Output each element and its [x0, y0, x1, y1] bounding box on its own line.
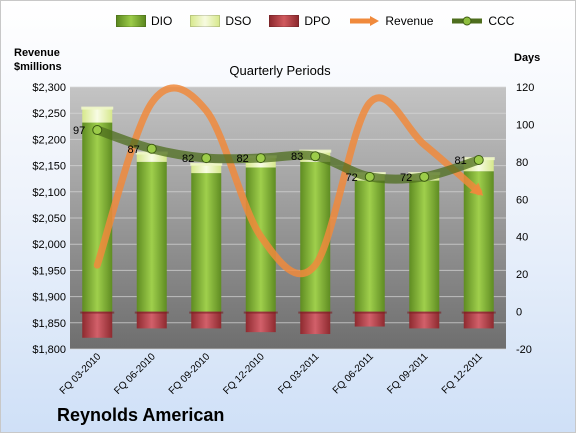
ccc-data-label: 82 [182, 153, 194, 165]
dio-bar [136, 161, 167, 312]
legend-label-revenue: Revenue [385, 14, 434, 28]
company-name: Reynolds American [57, 405, 225, 425]
right-axis-tick-label: 120 [516, 82, 534, 94]
left-axis-title: Revenue $millions [14, 47, 62, 73]
dso-bar [191, 163, 222, 174]
dso-bar-cap [299, 149, 332, 153]
dio-bar [409, 180, 440, 312]
legend-item-dio: DIO [116, 14, 172, 28]
ccc-point [419, 171, 430, 182]
dio-bar [354, 180, 385, 312]
left-axis-tick-label: $2,050 [32, 213, 66, 225]
dpo-bar [463, 311, 494, 329]
legend-swatch-dso [190, 15, 221, 27]
category-tick-label: FQ 03-2011 [276, 351, 321, 396]
ccc-data-label: 72 [400, 172, 412, 184]
ccc-point [255, 153, 266, 164]
dpo-bar-cap [80, 311, 115, 314]
ccc-data-label: 82 [237, 153, 249, 165]
right-axis-tick-label: 60 [516, 194, 528, 206]
dpo-bar [354, 311, 385, 327]
revenue-arrowhead [469, 182, 484, 196]
dpo-bar-cap [134, 311, 169, 314]
category-tick-label: FQ 03-2010 [58, 351, 104, 397]
legend-label-ccc: CCC [488, 14, 515, 28]
dpo-bar-cap [352, 311, 387, 314]
left-axis-tick-label: $1,800 [32, 344, 66, 356]
dso-bar-cap [81, 106, 114, 110]
ccc-point [146, 143, 157, 154]
chart-title: Quarterly Periods [229, 63, 331, 78]
legend-item-ccc: CCC [451, 14, 514, 28]
category-tick-label: FQ 09-2010 [167, 351, 213, 397]
dpo-bar-cap [298, 311, 333, 314]
ccc-point [310, 151, 321, 162]
left-axis-tick-label: $1,950 [32, 265, 66, 277]
legend-label-dio: DIO [151, 14, 173, 28]
legend-item-dpo: DPO [269, 14, 330, 28]
dio-bar [82, 122, 113, 312]
left-axis-tick-label: $1,850 [32, 318, 66, 330]
legend-label-dpo: DPO [304, 14, 331, 28]
right-axis-title: Days [514, 52, 541, 64]
category-tick-label: FQ 06-2011 [331, 351, 376, 396]
dso-bar [136, 152, 167, 162]
legend-swatch-revenue [350, 16, 380, 26]
category-tick-label: FQ 12-2010 [221, 351, 267, 397]
dpo-bar-cap [189, 311, 224, 314]
legend-swatch-ccc [452, 16, 483, 26]
dpo-bar [245, 311, 276, 333]
ccc-point [92, 125, 103, 136]
category-tick-label: FQ 06-2010 [112, 351, 158, 397]
dpo-bar-cap [461, 311, 496, 314]
left-axis-tick-label: $2,100 [32, 187, 66, 199]
ccc-data-label: 72 [346, 172, 358, 184]
right-axis-tick-label: 80 [516, 157, 528, 169]
right-axis-tick-label: 100 [516, 119, 534, 131]
ccc-data-label: 83 [291, 151, 303, 163]
left-axis-tick-label: $2,300 [32, 82, 66, 94]
legend-item-revenue: Revenue [348, 14, 433, 28]
left-axis-tick-label: $2,000 [32, 239, 66, 251]
dpo-bar [409, 311, 440, 329]
category-tick-label: FQ 09-2011 [385, 351, 430, 396]
right-axis-tick-label: -20 [516, 344, 532, 356]
right-axis-tick-label: 20 [516, 269, 528, 281]
right-axis-tick-label: 0 [516, 307, 522, 319]
legend-label-dso: DSO [225, 14, 252, 28]
category-tick-label: FQ 12-2011 [440, 351, 485, 396]
legend-swatch-dpo [269, 15, 300, 27]
ccc-point [364, 171, 375, 182]
legend-item-dso: DSO [190, 14, 251, 28]
dso-bar-cap [190, 162, 223, 166]
ccc-data-label: 87 [128, 144, 140, 156]
left-axis-tick-label: $1,900 [32, 292, 66, 304]
dpo-bar [191, 311, 222, 329]
ccc-point [473, 154, 484, 165]
left-axis-tick-label: $2,200 [32, 134, 66, 146]
ccc-data-label: 81 [455, 155, 467, 167]
left-axis-tick-label: $2,250 [32, 108, 66, 120]
ccc-data-label: 97 [73, 125, 85, 137]
dpo-bar [136, 311, 167, 329]
left-axis-tick-label: $2,150 [32, 161, 66, 173]
dpo-bar [82, 311, 113, 338]
right-axis-tick-label: 40 [516, 232, 528, 244]
ccc-point [201, 153, 212, 164]
dio-bar [191, 173, 222, 312]
legend: DIO DSO DPO Revenue CCC [116, 11, 514, 31]
dpo-bar-cap [407, 311, 442, 314]
dpo-bar [300, 311, 331, 335]
legend-swatch-dio [116, 15, 146, 27]
dso-bar [82, 107, 113, 123]
dpo-bar-cap [243, 311, 278, 314]
